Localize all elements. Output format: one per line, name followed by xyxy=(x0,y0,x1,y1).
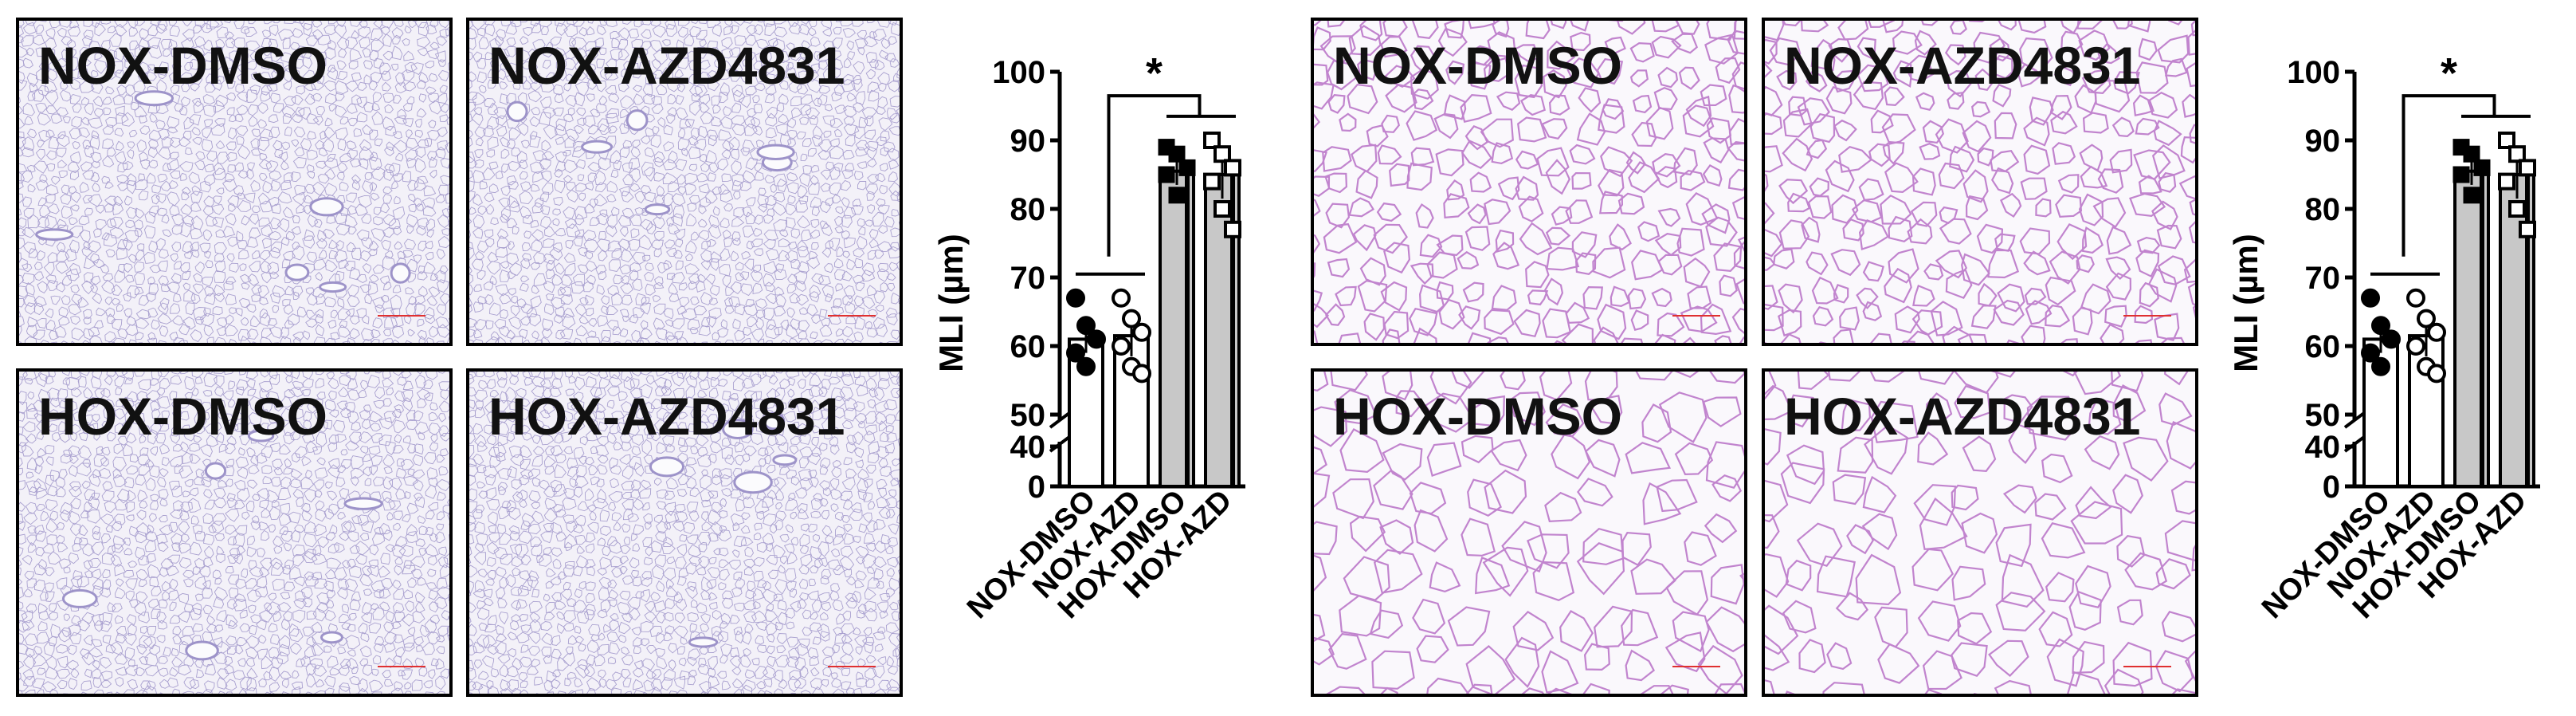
panel-label: NOX-AZD4831 xyxy=(488,36,845,95)
data-point xyxy=(2508,145,2526,163)
data-point xyxy=(2508,200,2526,218)
lung-tissue-image xyxy=(469,21,900,343)
y-tick-label: 70 xyxy=(2305,261,2341,296)
data-point xyxy=(2371,316,2390,336)
data-point xyxy=(2371,356,2390,376)
data-point xyxy=(1203,172,1221,191)
lung-tissue-image xyxy=(1314,372,1744,694)
data-point xyxy=(2463,145,2480,163)
y-tick-label: 40 xyxy=(1010,430,1046,465)
micrograph-low-hox-azd4831: HOX-AZD4831 xyxy=(466,368,903,697)
significance-star: * xyxy=(2441,49,2457,97)
data-point xyxy=(2473,159,2491,176)
data-point xyxy=(2361,288,2380,308)
data-point xyxy=(2463,187,2480,204)
panel-label: NOX-AZD4831 xyxy=(1784,36,2141,95)
data-point xyxy=(2519,159,2536,177)
y-axis-label: MLI (µm) xyxy=(932,234,970,372)
data-point xyxy=(2406,336,2425,356)
axis-break-mark xyxy=(1049,411,1071,429)
panel-label: NOX-DMSO xyxy=(38,36,327,95)
mli-chart-low: 0 40 50 60 70 80 90 100 MLI (µm) NOX-DMSO NOX-AZD H… xyxy=(916,32,1275,702)
data-point xyxy=(2452,166,2470,183)
y-tick-label: 80 xyxy=(1010,192,1046,227)
significance-bracket xyxy=(2402,94,2496,257)
panel-label: HOX-AZD4831 xyxy=(1784,387,2141,446)
data-point xyxy=(1168,145,1186,163)
lung-tissue-image xyxy=(1765,372,2195,694)
micrograph-high-hox-dmso: HOX-DMSO xyxy=(1311,368,1747,697)
data-point xyxy=(1087,329,1106,349)
y-tick-label: 50 xyxy=(2305,398,2341,433)
data-point xyxy=(1076,316,1096,336)
data-point xyxy=(1122,309,1141,328)
data-point xyxy=(1066,288,1085,308)
lung-tissue-image xyxy=(1765,21,2195,343)
y-tick-label: 100 xyxy=(992,55,1045,90)
panel-label: NOX-DMSO xyxy=(1333,36,1622,95)
y-tick-label: 70 xyxy=(1010,261,1046,296)
data-point xyxy=(1158,166,1175,183)
panel-label: HOX-AZD4831 xyxy=(488,387,845,446)
lung-tissue-image xyxy=(1314,21,1744,343)
data-point xyxy=(1214,200,1231,218)
data-point xyxy=(2406,288,2425,308)
data-point xyxy=(1224,220,1241,238)
micrograph-low-hox-dmso: HOX-DMSO xyxy=(16,368,453,697)
data-point xyxy=(1168,187,1186,204)
y-tick-label: 50 xyxy=(1010,398,1046,433)
panel-label: HOX-DMSO xyxy=(1333,387,1622,446)
significance-bracket xyxy=(1107,94,1202,257)
y-tick-label: 60 xyxy=(1010,329,1046,364)
y-tick-label: 60 xyxy=(2305,329,2341,364)
micrograph-high-nox-azd4831: NOX-AZD4831 xyxy=(1762,18,2198,346)
data-point xyxy=(2498,172,2515,191)
axis-break-mark xyxy=(1049,435,1071,453)
data-point xyxy=(1066,343,1085,363)
y-tick-label: 80 xyxy=(2305,192,2341,227)
data-point xyxy=(2519,220,2536,238)
data-point xyxy=(1178,159,1196,176)
significance-star: * xyxy=(1146,49,1163,97)
data-point xyxy=(2417,309,2436,328)
mli-chart-high: 0 40 50 60 70 80 90 100 MLI (µm) NOX-DMSO NOX-AZD H… xyxy=(2211,32,2570,702)
data-point xyxy=(1112,336,1131,356)
y-tick-label: 90 xyxy=(1010,124,1046,159)
y-tick-label: 90 xyxy=(2305,124,2341,159)
micrograph-low-nox-azd4831: NOX-AZD4831 xyxy=(466,18,903,346)
y-tick-label: 0 xyxy=(1028,470,1045,505)
micrograph-high-nox-dmso: NOX-DMSO xyxy=(1311,18,1747,346)
y-tick-label: 100 xyxy=(2287,55,2340,90)
data-point xyxy=(1203,132,1221,149)
data-point xyxy=(2427,364,2446,384)
lung-tissue-image xyxy=(19,372,449,694)
data-point xyxy=(1076,356,1096,376)
axis-break-mark xyxy=(2343,435,2366,453)
data-point xyxy=(2427,322,2446,342)
data-point xyxy=(1132,364,1151,384)
data-point xyxy=(2361,343,2380,363)
axis-break-mark xyxy=(2343,411,2366,429)
y-tick-label: 0 xyxy=(2323,470,2340,505)
data-point xyxy=(2382,329,2401,349)
data-point xyxy=(1132,322,1151,342)
data-point xyxy=(1224,159,1241,177)
lung-tissue-image xyxy=(19,21,449,343)
panel-label: HOX-DMSO xyxy=(38,387,327,446)
y-tick-label: 40 xyxy=(2305,430,2341,465)
micrograph-low-nox-dmso: NOX-DMSO xyxy=(16,18,453,346)
micrograph-high-hox-azd4831: HOX-AZD4831 xyxy=(1762,368,2198,697)
data-point xyxy=(2498,132,2515,149)
lung-tissue-image xyxy=(469,372,900,694)
data-point xyxy=(1112,288,1131,308)
data-point xyxy=(1214,145,1231,163)
y-axis-label: MLI (µm) xyxy=(2227,234,2264,372)
